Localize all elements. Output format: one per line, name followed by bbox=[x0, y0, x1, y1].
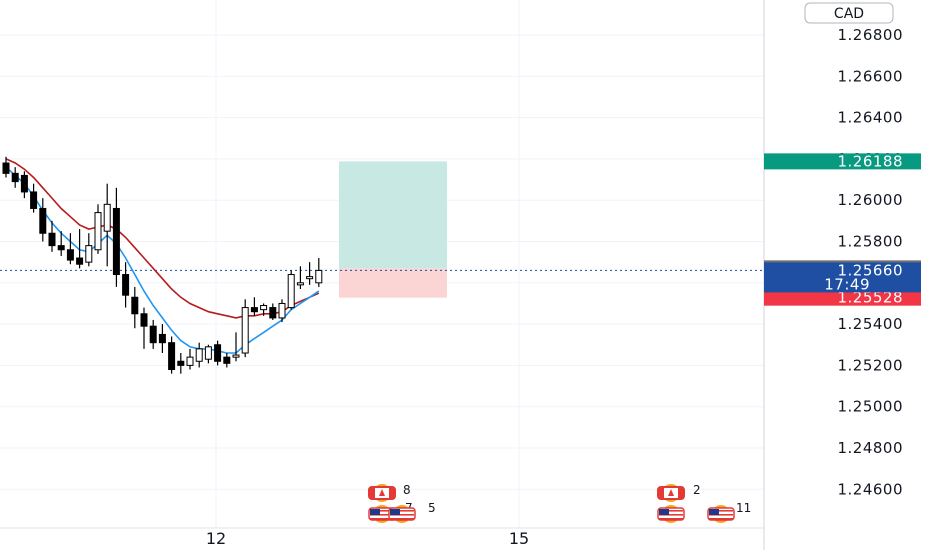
candle-down bbox=[158, 333, 166, 344]
price-tick-label: 1.24800 bbox=[837, 439, 903, 457]
time-tick-label: 12 bbox=[206, 529, 226, 548]
candle-up bbox=[260, 305, 268, 311]
candle-down bbox=[269, 307, 277, 319]
event-count: 11 bbox=[736, 501, 751, 515]
long-position-tool[interactable] bbox=[339, 161, 447, 298]
candle-down bbox=[177, 360, 185, 366]
price-tick-label: 1.25200 bbox=[837, 356, 903, 374]
candle-down bbox=[250, 307, 258, 313]
candle-down bbox=[214, 344, 222, 362]
currency-badge[interactable]: CAD bbox=[804, 2, 894, 24]
candle-down bbox=[2, 162, 10, 174]
last-price-label: 1.25660 bbox=[837, 261, 903, 279]
candle-down bbox=[11, 172, 19, 183]
price-tick-label: 1.26400 bbox=[837, 109, 903, 127]
candle-up bbox=[315, 269, 323, 284]
stop-price-tag[interactable]: 1.25528 bbox=[764, 289, 921, 307]
us-flag-icon[interactable] bbox=[707, 505, 735, 523]
candle-down bbox=[149, 325, 157, 344]
candle-down bbox=[76, 257, 84, 265]
candle-down bbox=[30, 191, 38, 209]
candle-up bbox=[94, 212, 102, 251]
price-tick-label: 1.26800 bbox=[837, 26, 903, 44]
candle-down bbox=[140, 313, 148, 327]
candle-up bbox=[306, 276, 314, 280]
candle-down bbox=[57, 245, 65, 251]
candle-down bbox=[48, 232, 56, 247]
price-tick-label: 1.25800 bbox=[837, 233, 903, 251]
candle-up bbox=[232, 354, 240, 358]
price-tick-label: 1.26600 bbox=[837, 67, 903, 85]
candle-up bbox=[85, 245, 93, 263]
candle-up bbox=[186, 356, 194, 366]
stop-price-tag-label: 1.25528 bbox=[837, 289, 903, 307]
target-price-tag[interactable]: 1.26188 bbox=[764, 152, 921, 170]
candle-down bbox=[112, 207, 120, 276]
currency-label: CAD bbox=[834, 6, 864, 22]
ema-slow-line bbox=[5, 158, 320, 319]
price-tick-label: 1.26000 bbox=[837, 191, 903, 209]
candle-down bbox=[39, 207, 47, 234]
candle-down bbox=[223, 356, 231, 364]
time-tick-label: 15 bbox=[509, 529, 529, 548]
candle-up bbox=[103, 203, 111, 232]
price-tick-label: 1.24600 bbox=[837, 480, 903, 498]
event-count: 2 bbox=[693, 483, 701, 497]
canada-flag-icon[interactable] bbox=[368, 484, 396, 502]
candle-up bbox=[204, 346, 212, 360]
candle-down bbox=[20, 174, 28, 193]
candle-up bbox=[278, 302, 286, 319]
target-price-tag-label: 1.26188 bbox=[837, 152, 903, 170]
candle-down bbox=[66, 249, 74, 261]
canada-flag-icon[interactable] bbox=[657, 484, 685, 502]
event-count: 5 bbox=[428, 501, 436, 515]
candle-series bbox=[2, 156, 323, 374]
candle-up bbox=[296, 282, 304, 286]
candle-down bbox=[122, 274, 130, 296]
bar-countdown: 17:49 bbox=[824, 275, 870, 293]
us-flag-icon[interactable] bbox=[388, 505, 416, 523]
ema-fast-line bbox=[5, 166, 320, 354]
time-axis-labels: 12 15 bbox=[206, 529, 529, 548]
candle-down bbox=[131, 296, 139, 315]
economic-events[interactable]: 875211 bbox=[368, 483, 751, 523]
candle-down bbox=[168, 342, 176, 371]
candle-up bbox=[241, 307, 249, 354]
profit-zone[interactable] bbox=[339, 161, 447, 269]
price-tick-label: 1.25400 bbox=[837, 315, 903, 333]
event-count: 8 bbox=[403, 483, 411, 497]
candle-up bbox=[195, 348, 203, 362]
us-flag-icon[interactable] bbox=[657, 505, 685, 523]
price-tick-label: 1.25000 bbox=[837, 398, 903, 416]
candle-up bbox=[287, 274, 295, 309]
loss-zone[interactable] bbox=[339, 268, 447, 298]
